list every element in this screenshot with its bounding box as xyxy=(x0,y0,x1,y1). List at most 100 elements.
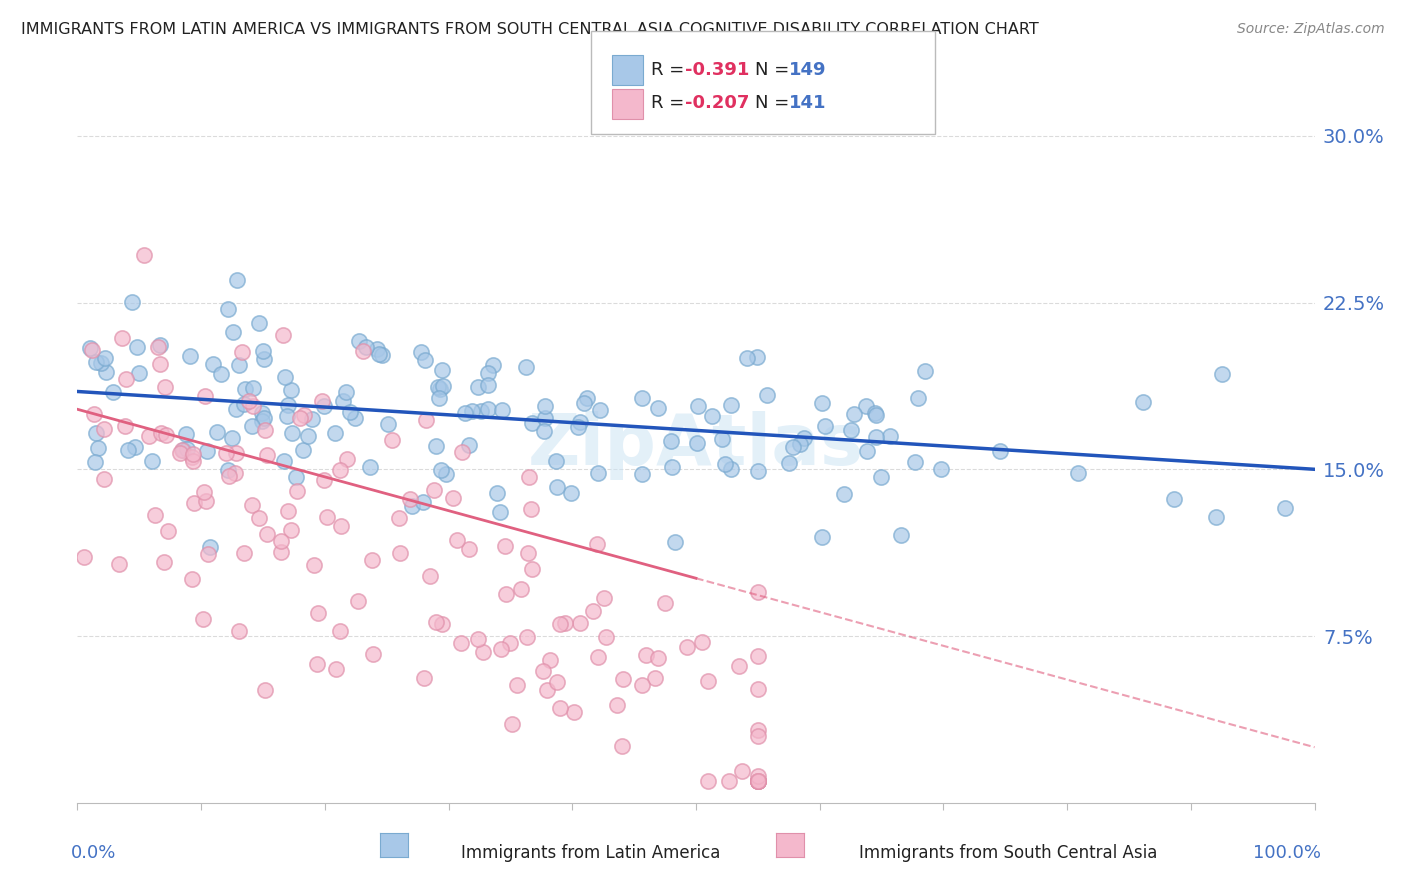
Point xyxy=(346,593,368,607)
Point xyxy=(292,408,315,422)
Point xyxy=(94,351,117,365)
Point xyxy=(450,636,472,650)
Point xyxy=(225,446,247,460)
Point xyxy=(589,403,612,417)
Point xyxy=(499,636,522,650)
Point xyxy=(413,353,436,368)
Point xyxy=(631,391,654,405)
Point xyxy=(576,392,599,406)
Point xyxy=(606,698,628,712)
Point xyxy=(546,480,568,494)
Point xyxy=(276,409,298,423)
Point xyxy=(93,473,115,487)
Point xyxy=(336,451,359,466)
Point xyxy=(782,440,804,454)
Text: Immigrants from Latin America: Immigrants from Latin America xyxy=(461,844,720,862)
Text: 149: 149 xyxy=(789,61,827,78)
Point xyxy=(506,678,529,692)
Point xyxy=(520,562,543,576)
Point xyxy=(311,394,333,409)
Point xyxy=(676,640,699,654)
Point xyxy=(233,382,256,396)
Point xyxy=(728,658,751,673)
Point xyxy=(297,429,319,443)
Point xyxy=(747,585,769,599)
Point xyxy=(83,407,105,421)
Point xyxy=(510,582,533,597)
Point xyxy=(747,464,769,478)
Point xyxy=(562,705,585,719)
Point xyxy=(149,357,172,371)
Point xyxy=(121,295,143,310)
Point xyxy=(686,435,709,450)
Point xyxy=(274,370,297,384)
Point xyxy=(195,494,218,508)
Point xyxy=(252,344,274,359)
Point xyxy=(1132,395,1154,409)
Point xyxy=(711,433,734,447)
Point xyxy=(430,617,453,632)
Point xyxy=(329,463,352,477)
Point xyxy=(329,624,352,638)
Point xyxy=(610,739,633,753)
Point xyxy=(778,456,800,470)
Point xyxy=(544,454,567,468)
Point xyxy=(228,624,250,639)
Point xyxy=(280,383,302,397)
Point xyxy=(288,411,311,425)
Point xyxy=(197,547,219,561)
Point xyxy=(360,553,382,567)
Point xyxy=(747,773,769,788)
Point xyxy=(256,526,278,541)
Point xyxy=(201,357,224,371)
Point xyxy=(520,417,543,431)
Text: 0.0%: 0.0% xyxy=(72,844,117,862)
Point xyxy=(717,773,740,788)
Point xyxy=(659,434,682,448)
Point xyxy=(84,426,107,441)
Point xyxy=(423,483,446,498)
Point xyxy=(747,723,769,737)
Point xyxy=(467,632,489,647)
Point xyxy=(517,470,540,484)
Point xyxy=(194,389,217,403)
Point xyxy=(592,591,614,605)
Point xyxy=(747,773,769,788)
Point xyxy=(586,537,609,551)
Point xyxy=(441,491,464,505)
Point xyxy=(488,505,510,519)
Point xyxy=(536,682,558,697)
Point xyxy=(471,645,494,659)
Point xyxy=(107,557,129,571)
Point xyxy=(242,399,264,413)
Point xyxy=(193,612,215,626)
Text: Source: ZipAtlas.com: Source: ZipAtlas.com xyxy=(1237,22,1385,37)
Point xyxy=(371,348,394,362)
Point xyxy=(713,457,735,471)
Point xyxy=(582,604,605,618)
Point xyxy=(426,380,449,394)
Point xyxy=(810,530,832,544)
Point xyxy=(125,340,148,354)
Point xyxy=(153,380,176,394)
Point xyxy=(181,447,204,461)
Text: R =: R = xyxy=(651,61,690,78)
Text: IMMIGRANTS FROM LATIN AMERICA VS IMMIGRANTS FROM SOUTH CENTRAL ASIA COGNITIVE DI: IMMIGRANTS FROM LATIN AMERICA VS IMMIGRA… xyxy=(21,22,1039,37)
Point xyxy=(312,473,335,487)
Text: R =: R = xyxy=(651,94,690,112)
Point xyxy=(747,773,769,788)
Point xyxy=(1274,500,1296,515)
Point xyxy=(115,371,138,385)
Point xyxy=(377,417,399,432)
Point xyxy=(568,615,591,630)
Point xyxy=(181,453,204,467)
Point xyxy=(454,406,477,420)
Point xyxy=(172,443,194,458)
Point xyxy=(865,409,887,423)
Point xyxy=(412,494,434,508)
Point xyxy=(79,342,101,356)
Point xyxy=(747,681,769,696)
Point xyxy=(221,431,243,445)
Point xyxy=(305,657,328,672)
Point xyxy=(560,486,582,500)
